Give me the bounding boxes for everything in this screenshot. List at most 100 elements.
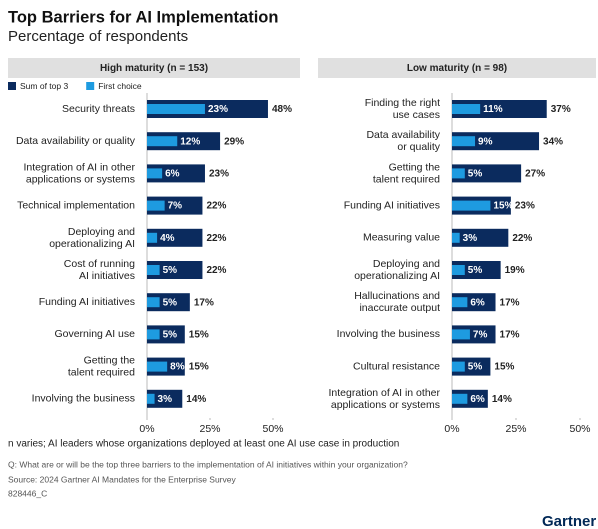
bar-first — [147, 297, 160, 308]
value-label-first: 5% — [163, 330, 178, 341]
category-label: Funding AI initiatives — [344, 199, 440, 211]
panel-header — [8, 58, 300, 78]
bar-first — [452, 200, 491, 211]
category-label: Measuring value — [363, 232, 440, 244]
value-label-first: 5% — [468, 362, 483, 373]
source: Source: 2024 Gartner AI Mandates for the… — [8, 474, 236, 484]
value-label-first: 7% — [473, 330, 488, 341]
x-tick-label: 50% — [262, 423, 283, 435]
value-label-first: 6% — [470, 394, 485, 405]
value-label-first: 4% — [160, 233, 175, 244]
category-label: Cost of running AI initiatives — [64, 258, 135, 282]
value-label-total: 22% — [512, 233, 532, 244]
value-label-first: 11% — [483, 104, 503, 115]
bar-total — [147, 389, 183, 408]
bar-first — [147, 393, 155, 404]
value-label-total: 22% — [206, 201, 226, 212]
value-label-first: 12% — [180, 136, 200, 147]
value-label-first: 6% — [470, 297, 485, 308]
value-label-total: 14% — [186, 394, 206, 405]
category-label: Deploying and operationalizing AI — [354, 258, 440, 282]
note: n varies; AI leaders whose organizations… — [8, 439, 399, 450]
value-label-total: 19% — [505, 265, 525, 276]
value-label-total: 37% — [551, 104, 571, 115]
category-label: Integration of AI in other applications o… — [329, 387, 441, 411]
logo: Gartner — [542, 513, 596, 529]
category-label: Governing AI use — [54, 328, 135, 340]
x-tick-label: 0% — [444, 423, 459, 435]
bar-first — [147, 136, 178, 147]
value-label-first: 3% — [463, 233, 478, 244]
bar-first — [147, 232, 158, 243]
bar-first — [452, 232, 460, 243]
value-label-first: 5% — [163, 297, 178, 308]
bar-total — [147, 228, 203, 247]
value-label-total: 22% — [206, 233, 226, 244]
value-label-total: 22% — [206, 265, 226, 276]
value-label-total: 29% — [224, 136, 244, 147]
value-label-total: 17% — [500, 330, 520, 341]
value-label-total: 15% — [494, 362, 514, 373]
bar-first — [147, 104, 205, 114]
category-label: Security threats — [62, 103, 135, 115]
category-label: Integration of AI in other applications o… — [24, 161, 136, 185]
value-label-first: 8% — [170, 362, 185, 373]
value-label-first: 3% — [158, 394, 173, 405]
subtitle: Percentage of respondents — [8, 28, 188, 45]
bar-first — [452, 168, 465, 179]
bar-first — [147, 200, 165, 211]
value-label-total: 17% — [500, 297, 520, 308]
value-label-first: 23% — [208, 104, 228, 115]
value-label-total: 15% — [189, 330, 209, 341]
bar-first — [452, 104, 481, 114]
question: Q: What are or will be the top three bar… — [8, 459, 408, 469]
category-label: Finding the right use cases — [365, 97, 440, 121]
value-label-total: 34% — [543, 136, 563, 147]
x-tick-label: 50% — [569, 423, 590, 435]
bar-total — [452, 228, 509, 247]
value-label-total: 23% — [209, 169, 229, 180]
bar-total — [452, 164, 522, 183]
bar-first — [452, 393, 468, 404]
value-label-first: 9% — [478, 136, 493, 147]
x-tick-label: 25% — [199, 423, 220, 435]
bar-first — [452, 329, 470, 340]
value-label-total: 23% — [515, 201, 535, 212]
category-label: Deploying and operationalizing AI — [49, 226, 135, 250]
category-label: Funding AI initiatives — [39, 296, 135, 308]
category-label: Cultural resistance — [353, 360, 440, 372]
category-label: Involving the business — [32, 393, 135, 405]
value-label-total: 17% — [194, 297, 214, 308]
category-label: Data availability or quality — [16, 135, 136, 147]
category-label: Getting the talent required — [373, 161, 440, 185]
bar-first — [147, 168, 163, 179]
bar-first — [452, 136, 476, 147]
value-label-first: 5% — [163, 265, 178, 276]
panel-header — [318, 58, 596, 78]
legend-swatch — [86, 82, 95, 90]
bar-first — [147, 361, 168, 372]
x-tick-label: 0% — [139, 423, 154, 435]
category-label: Involving the business — [337, 328, 440, 340]
value-label-first: 7% — [168, 201, 183, 212]
panel-title: Low maturity (n = 98) — [407, 63, 507, 74]
bar-first — [147, 329, 160, 340]
id: 828446_C — [8, 488, 47, 498]
category-label: Technical implementation — [17, 199, 135, 211]
legend-label: Sum of top 3 — [20, 81, 68, 91]
bar-first — [452, 297, 468, 308]
bar-first — [147, 265, 160, 275]
bar-first — [452, 265, 465, 275]
value-label-total: 48% — [272, 104, 292, 115]
legend-label: First choice — [98, 81, 142, 91]
panel-title: High maturity (n = 153) — [100, 63, 208, 74]
category-label: Hallucinations and inaccurate output — [354, 290, 440, 314]
bar-first — [452, 361, 465, 372]
bar-total — [147, 261, 203, 279]
title: Top Barriers for AI Implementation — [8, 8, 278, 26]
value-label-total: 27% — [525, 169, 545, 180]
value-label-first: 15% — [493, 201, 513, 212]
value-label-first: 5% — [468, 169, 483, 180]
legend-swatch — [8, 82, 16, 90]
